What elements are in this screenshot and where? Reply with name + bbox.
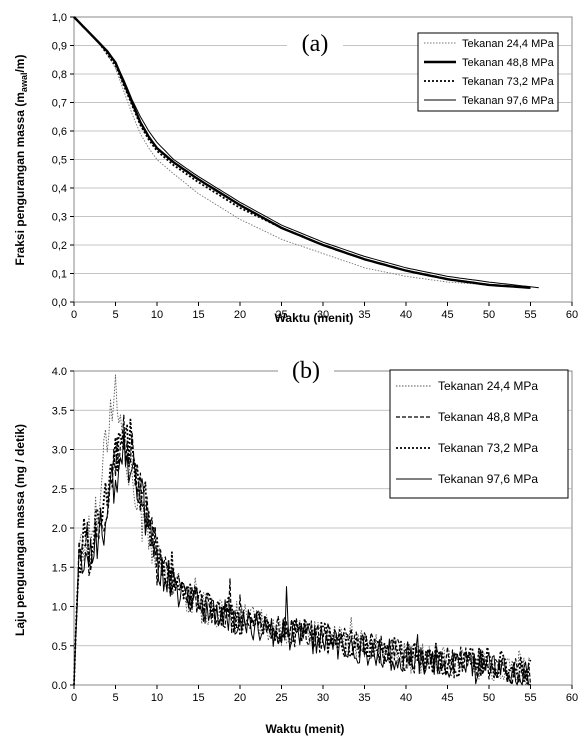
x-tick-label: 20 — [234, 309, 246, 321]
legend-label: Tekanan 48,8 MPa — [462, 57, 555, 69]
y-axis-label-a-main: Fraksi pengurangan massa (m — [13, 92, 27, 265]
y-tick-label: 1,0 — [52, 12, 67, 24]
y-tick-label: 1.0 — [52, 602, 67, 614]
series-line-3 — [73, 16, 531, 289]
x-tick-label: 60 — [566, 692, 578, 704]
chart-panel-a: 0,0 0,1 0,2 0,3 0,4 0,5 0,6 0,7 0,8 0,9 1,0 0 5 10 15… — [13, 12, 578, 325]
x-tick-label: 50 — [483, 309, 495, 321]
x-tick-label: 45 — [441, 309, 453, 321]
y-tick-label: 0.5 — [52, 641, 67, 653]
x-tick-label: 55 — [524, 309, 536, 321]
y-tick-label: 3.0 — [52, 445, 67, 457]
x-axis-label-a: Waktu (menit) — [275, 311, 354, 325]
x-tick-labels-a: 0 5 10 15 20 25 30 35 40 45 50 55 60 — [71, 302, 578, 321]
x-tick-label: 25 — [275, 692, 287, 704]
x-tick-label: 25 — [275, 309, 287, 321]
y-tick-label: 0,1 — [52, 269, 67, 281]
y-tick-labels-a: 0,0 0,1 0,2 0,3 0,4 0,5 0,6 0,7 0,8 0,9 1,0 — [52, 12, 74, 309]
chart-panel-b: 0.0 0.5 1.0 1.5 2.0 2.5 3.0 3.5 4.0 0 5 10 15 20 25 30… — [13, 354, 578, 736]
panel-title-b: (b) — [292, 358, 320, 384]
y-axis-label-a-tail: /m) — [13, 55, 27, 73]
x-tick-label: 10 — [151, 692, 163, 704]
x-tick-label: 15 — [192, 309, 204, 321]
legend-label: Tekanan 73,2 MPa — [438, 441, 538, 455]
y-tick-label: 0,4 — [52, 183, 67, 195]
y-tick-label: 0,6 — [52, 126, 67, 138]
legend-label: Tekanan 73,2 MPa — [462, 76, 555, 88]
y-axis-label-a: Fraksi pengurangan massa (mawal/m) — [13, 55, 29, 266]
y-tick-label: 0,5 — [52, 155, 67, 167]
y-tick-label: 0,8 — [52, 69, 67, 81]
series-line-3 — [73, 418, 532, 686]
title-bg-b — [278, 354, 334, 386]
y-tick-label: 2.0 — [52, 523, 67, 535]
x-tick-label: 30 — [317, 692, 329, 704]
y-axis-label-b: Laju pengurangan massa (mg / detik) — [13, 424, 27, 636]
x-tick-label: 35 — [358, 692, 370, 704]
x-tick-label: 15 — [192, 692, 204, 704]
legend-label: Tekanan 48,8 MPa — [438, 410, 538, 424]
legend-box-a — [417, 32, 559, 112]
series-group-a — [73, 16, 539, 289]
x-tick-label: 45 — [441, 692, 453, 704]
x-tick-label: 0 — [71, 309, 77, 321]
x-tick-label: 20 — [234, 692, 246, 704]
y-tick-label: 0,2 — [52, 240, 67, 252]
x-tick-label: 0 — [71, 692, 77, 704]
legend-label: Tekanan 97,6 MPa — [438, 472, 538, 486]
y-tick-label: 1.5 — [52, 562, 67, 574]
panel-title-a: (a) — [302, 31, 329, 57]
y-tick-label: 3.5 — [52, 405, 67, 417]
legend-box-b — [389, 369, 569, 499]
y-tick-labels-b: 0.0 0.5 1.0 1.5 2.0 2.5 3.0 3.5 4.0 — [52, 366, 74, 692]
x-tick-label: 50 — [483, 692, 495, 704]
legend-label: Tekanan 24,4 MPa — [438, 379, 538, 393]
x-tick-label: 5 — [112, 692, 118, 704]
y-tick-label: 0,9 — [52, 41, 67, 53]
title-bg-a — [287, 26, 343, 58]
x-tick-label: 35 — [358, 309, 370, 321]
y-tick-label: 0.0 — [52, 680, 67, 692]
y-tick-label: 0,7 — [52, 98, 67, 110]
x-tick-label: 60 — [566, 309, 578, 321]
y-tick-label: 4.0 — [52, 366, 67, 378]
x-tick-label: 30 — [317, 309, 329, 321]
legend-b: Tekanan 24,4 MPa Tekanan 48,8 MPa Tekanan … — [389, 369, 569, 499]
series-group-b — [73, 374, 532, 686]
legend-label: Tekanan 97,6 MPa — [462, 95, 555, 107]
x-tick-label: 5 — [112, 309, 118, 321]
series-line-4 — [73, 16, 539, 289]
legend-a: Tekanan 24,4 MPa Tekanan 48,8 MPa Tekanan … — [417, 32, 559, 112]
x-tick-label: 55 — [524, 692, 536, 704]
y-tick-label: 0,3 — [52, 212, 67, 224]
y-tick-label: 2.5 — [52, 484, 67, 496]
x-tick-label: 40 — [400, 692, 412, 704]
x-tick-label: 40 — [400, 309, 412, 321]
x-tick-labels-b: 0 5 10 15 20 25 30 35 40 45 50 55 60 — [71, 685, 578, 704]
y-axis-label-a-sub: awal — [19, 73, 29, 93]
legend-label: Tekanan 24,4 MPa — [462, 38, 555, 50]
x-axis-label-b: Waktu (menit) — [266, 722, 345, 736]
y-tick-label: 0,0 — [52, 297, 67, 309]
series-line-4 — [73, 430, 531, 686]
x-tick-label: 10 — [151, 309, 163, 321]
